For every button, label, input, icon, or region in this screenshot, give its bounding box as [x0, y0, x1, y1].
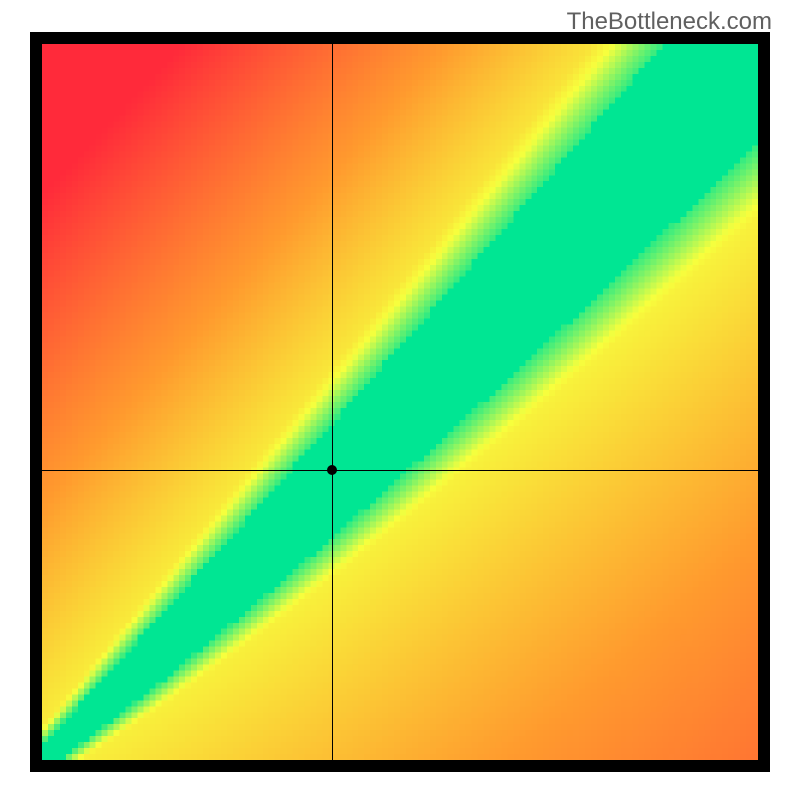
- attribution-text: TheBottleneck.com: [567, 8, 772, 36]
- crosshair-vertical: [332, 44, 333, 760]
- crosshair-horizontal: [42, 470, 758, 471]
- plot-area: [42, 44, 758, 760]
- chart-container: TheBottleneck.com: [0, 0, 800, 800]
- heatmap-canvas: [42, 44, 758, 760]
- marker-dot: [327, 465, 337, 475]
- chart-frame: [30, 32, 770, 772]
